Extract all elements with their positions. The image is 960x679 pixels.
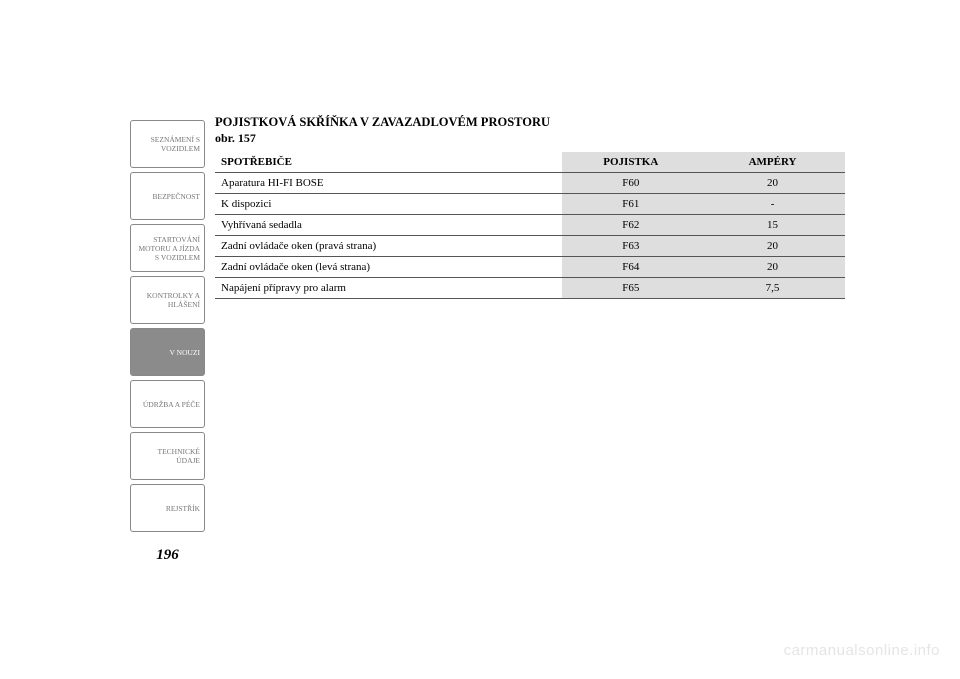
sidebar-tabs: SEZNÁMENÍ SVOZIDLEM BEZPEČNOST STARTOVÁNÍM… [130, 120, 205, 536]
section-heading: POJISTKOVÁ SKŘÍŇKA V ZAVAZADLOVÉM PROSTO… [215, 115, 845, 130]
sidebar-tab-label: TECHNICKÉÚDAJE [158, 447, 201, 465]
figure-reference: obr. 157 [215, 131, 845, 146]
table-cell: F61 [562, 194, 701, 215]
sidebar-tab-label: STARTOVÁNÍMOTORU A JÍZDAS VOZIDLEM [138, 235, 200, 262]
sidebar-tab: KONTROLKY AHLÁŠENÍ [130, 276, 205, 324]
table-cell: Zadní ovládače oken (pravá strana) [215, 236, 562, 257]
table-row: Vyhřívaná sedadlaF6215 [215, 215, 845, 236]
table-cell: Napájení přípravy pro alarm [215, 278, 562, 299]
sidebar-tab: TECHNICKÉÚDAJE [130, 432, 205, 480]
fuse-table: SPOTŘEBIČE POJISTKA AMPÉRY Aparatura HI-… [215, 152, 845, 299]
table-cell: F63 [562, 236, 701, 257]
main-content: POJISTKOVÁ SKŘÍŇKA V ZAVAZADLOVÉM PROSTO… [215, 115, 845, 299]
table-cell: 20 [700, 173, 845, 194]
table-cell: F60 [562, 173, 701, 194]
sidebar-tab-label: KONTROLKY AHLÁŠENÍ [147, 291, 200, 309]
column-header-amps: AMPÉRY [700, 152, 845, 173]
sidebar-tab: SEZNÁMENÍ SVOZIDLEM [130, 120, 205, 168]
table-cell: 20 [700, 236, 845, 257]
sidebar-tab-label: REJSTŘÍK [166, 504, 200, 513]
table-row: Zadní ovládače oken (levá strana)F6420 [215, 257, 845, 278]
sidebar-tab-label: SEZNÁMENÍ SVOZIDLEM [151, 135, 200, 153]
table-cell: 15 [700, 215, 845, 236]
table-row: Zadní ovládače oken (pravá strana)F6320 [215, 236, 845, 257]
column-header-consumer: SPOTŘEBIČE [215, 152, 562, 173]
sidebar-tab: STARTOVÁNÍMOTORU A JÍZDAS VOZIDLEM [130, 224, 205, 272]
sidebar-tab-label: ÚDRŽBA A PÉČE [143, 400, 200, 409]
sidebar-tab-label: V NOUZI [170, 348, 200, 357]
table-cell: K dispozici [215, 194, 562, 215]
watermark: carmanualsonline.info [784, 642, 940, 659]
column-header-fuse: POJISTKA [562, 152, 701, 173]
table-cell: - [700, 194, 845, 215]
table-row: K dispoziciF61- [215, 194, 845, 215]
sidebar-tab-label: BEZPEČNOST [152, 192, 200, 201]
table-row: Napájení přípravy pro alarmF657,5 [215, 278, 845, 299]
sidebar-tab: ÚDRŽBA A PÉČE [130, 380, 205, 428]
page-number: 196 [130, 547, 205, 564]
table-cell: F65 [562, 278, 701, 299]
fuse-table-body: Aparatura HI-FI BOSEF6020K dispoziciF61-… [215, 173, 845, 299]
table-cell: 7,5 [700, 278, 845, 299]
table-cell: F64 [562, 257, 701, 278]
table-row: Aparatura HI-FI BOSEF6020 [215, 173, 845, 194]
table-cell: 20 [700, 257, 845, 278]
sidebar-tab: V NOUZI [130, 328, 205, 376]
sidebar-tab: BEZPEČNOST [130, 172, 205, 220]
table-cell: Aparatura HI-FI BOSE [215, 173, 562, 194]
sidebar-tab: REJSTŘÍK [130, 484, 205, 532]
table-header-row: SPOTŘEBIČE POJISTKA AMPÉRY [215, 152, 845, 173]
table-cell: F62 [562, 215, 701, 236]
table-cell: Zadní ovládače oken (levá strana) [215, 257, 562, 278]
table-cell: Vyhřívaná sedadla [215, 215, 562, 236]
